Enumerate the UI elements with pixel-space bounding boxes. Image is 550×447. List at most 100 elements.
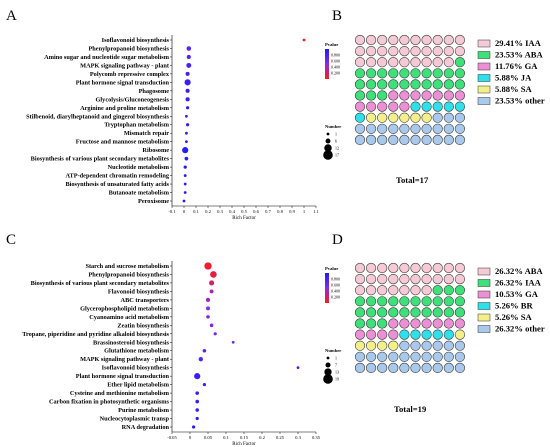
waffle-cell bbox=[377, 45, 388, 57]
waffle-cell bbox=[399, 362, 410, 374]
term-label: Flavonoid biosynthesis bbox=[108, 288, 170, 295]
waffle-cell bbox=[354, 45, 366, 57]
waffle-cell bbox=[443, 307, 454, 318]
term-label: Glycerophospholipid metabolism bbox=[80, 305, 170, 312]
panel-label-d: D bbox=[332, 232, 343, 248]
waffle-cell bbox=[454, 45, 466, 57]
waffle-cell bbox=[443, 79, 454, 90]
x-tick-label: -0.05 bbox=[167, 435, 177, 440]
waffle-cell bbox=[454, 90, 466, 101]
waffle-cell bbox=[454, 318, 466, 329]
waffle-cell bbox=[388, 112, 399, 123]
waffle-cell bbox=[366, 329, 377, 340]
size-legend-value: 17 bbox=[335, 153, 339, 158]
waffle-cell bbox=[432, 307, 443, 318]
waffle-cell bbox=[443, 285, 454, 296]
x-tick-label: 0.7 bbox=[265, 209, 271, 214]
data-point bbox=[183, 182, 187, 186]
data-point bbox=[195, 399, 199, 404]
waffle-cell bbox=[432, 262, 443, 274]
term-label: Biosynthesis of various plant secondary … bbox=[31, 280, 170, 287]
waffle-cell bbox=[410, 318, 421, 329]
waffle-cell bbox=[366, 112, 377, 123]
waffle-cell bbox=[399, 318, 410, 329]
waffle-cell bbox=[354, 101, 366, 112]
waffle-cell bbox=[366, 318, 377, 329]
waffle-cell bbox=[443, 274, 454, 285]
waffle-cell bbox=[354, 329, 366, 340]
waffle-cell bbox=[432, 90, 443, 101]
size-legend-dot bbox=[325, 138, 331, 144]
waffle-cell bbox=[432, 123, 443, 134]
legend-swatch bbox=[477, 325, 491, 333]
waffle-cell bbox=[454, 112, 466, 123]
term-label: Carbon fixation in photosynthetic organi… bbox=[49, 399, 170, 406]
legend-swatch bbox=[477, 313, 491, 322]
waffle-cell bbox=[454, 123, 466, 134]
legend-swatch bbox=[477, 267, 491, 276]
waffle-cell bbox=[354, 362, 366, 374]
term-label: Biosynthesis of unsaturated fatty acids bbox=[65, 181, 169, 188]
term-label: Amino sugar and nucleotide sugar metabol… bbox=[44, 54, 170, 61]
term-label: ABC transporters bbox=[121, 297, 170, 304]
waffle-cell bbox=[399, 45, 410, 57]
waffle-cell bbox=[377, 101, 388, 112]
waffle-cell bbox=[354, 57, 366, 68]
waffle-cell bbox=[354, 285, 366, 296]
color-legend-bar bbox=[325, 49, 329, 79]
legend-label: 5.88% JA bbox=[495, 73, 532, 83]
waffle-cell bbox=[421, 68, 432, 79]
waffle-cell bbox=[410, 68, 421, 79]
size-legend-dot bbox=[323, 150, 333, 160]
waffle-cell bbox=[399, 57, 410, 68]
term-label: Plant hormone signal transduction bbox=[76, 373, 170, 380]
data-point bbox=[185, 106, 190, 110]
waffle-cell bbox=[354, 68, 366, 79]
data-point bbox=[185, 97, 190, 102]
term-label: Butanoate metabolism bbox=[109, 190, 170, 197]
waffle-cell bbox=[454, 351, 466, 362]
bubble-chart-a: Isoflavonoid biosynthesisPhenylpropanoid… bbox=[26, 35, 341, 221]
waffle-cell bbox=[432, 79, 443, 90]
term-label: Mismatch repair bbox=[124, 130, 169, 137]
waffle-cell bbox=[432, 134, 443, 145]
term-label: Polycomb repressive complex bbox=[90, 71, 170, 78]
data-point bbox=[183, 174, 187, 177]
size-legend-value: 1 bbox=[335, 132, 337, 137]
waffle-cell bbox=[366, 57, 377, 68]
legend-swatch bbox=[477, 302, 491, 310]
term-label: Peroxisome bbox=[138, 198, 169, 205]
waffle-cell bbox=[388, 285, 399, 296]
color-legend-tick: 0.200 bbox=[331, 71, 340, 76]
color-legend-tick: 0.800 bbox=[331, 53, 340, 58]
data-point bbox=[206, 306, 210, 311]
waffle-cell bbox=[388, 318, 399, 329]
x-tick-label: 0.05 bbox=[204, 435, 213, 440]
waffle-cell bbox=[454, 307, 466, 318]
x-tick-label: 0.1 bbox=[223, 435, 229, 440]
waffle-cell bbox=[421, 57, 432, 68]
waffle-cell bbox=[421, 329, 432, 340]
waffle-cell bbox=[354, 307, 366, 318]
data-point bbox=[183, 191, 187, 194]
waffle-cell bbox=[454, 134, 466, 145]
legend-swatch bbox=[477, 97, 491, 105]
waffle-cell bbox=[443, 296, 454, 307]
waffle-cell bbox=[366, 285, 377, 296]
waffle-cell bbox=[399, 123, 410, 134]
legend-swatch bbox=[477, 62, 491, 71]
panel-label-b: B bbox=[332, 8, 342, 24]
waffle-cell bbox=[454, 262, 466, 274]
size-legend-value: 6 bbox=[335, 139, 337, 144]
waffle-cell bbox=[388, 57, 399, 68]
waffle-cell bbox=[443, 318, 454, 329]
waffle-cell bbox=[388, 68, 399, 79]
term-label: Nucleocytoplasmic transp bbox=[100, 416, 170, 423]
waffle-cell bbox=[432, 57, 443, 68]
legend-label: 10.53% GA bbox=[495, 289, 539, 299]
waffle-cell bbox=[443, 262, 454, 274]
waffle-cell bbox=[410, 362, 421, 374]
waffle-cell bbox=[421, 45, 432, 57]
waffle-cell bbox=[432, 340, 443, 351]
waffle-cell bbox=[443, 134, 454, 145]
